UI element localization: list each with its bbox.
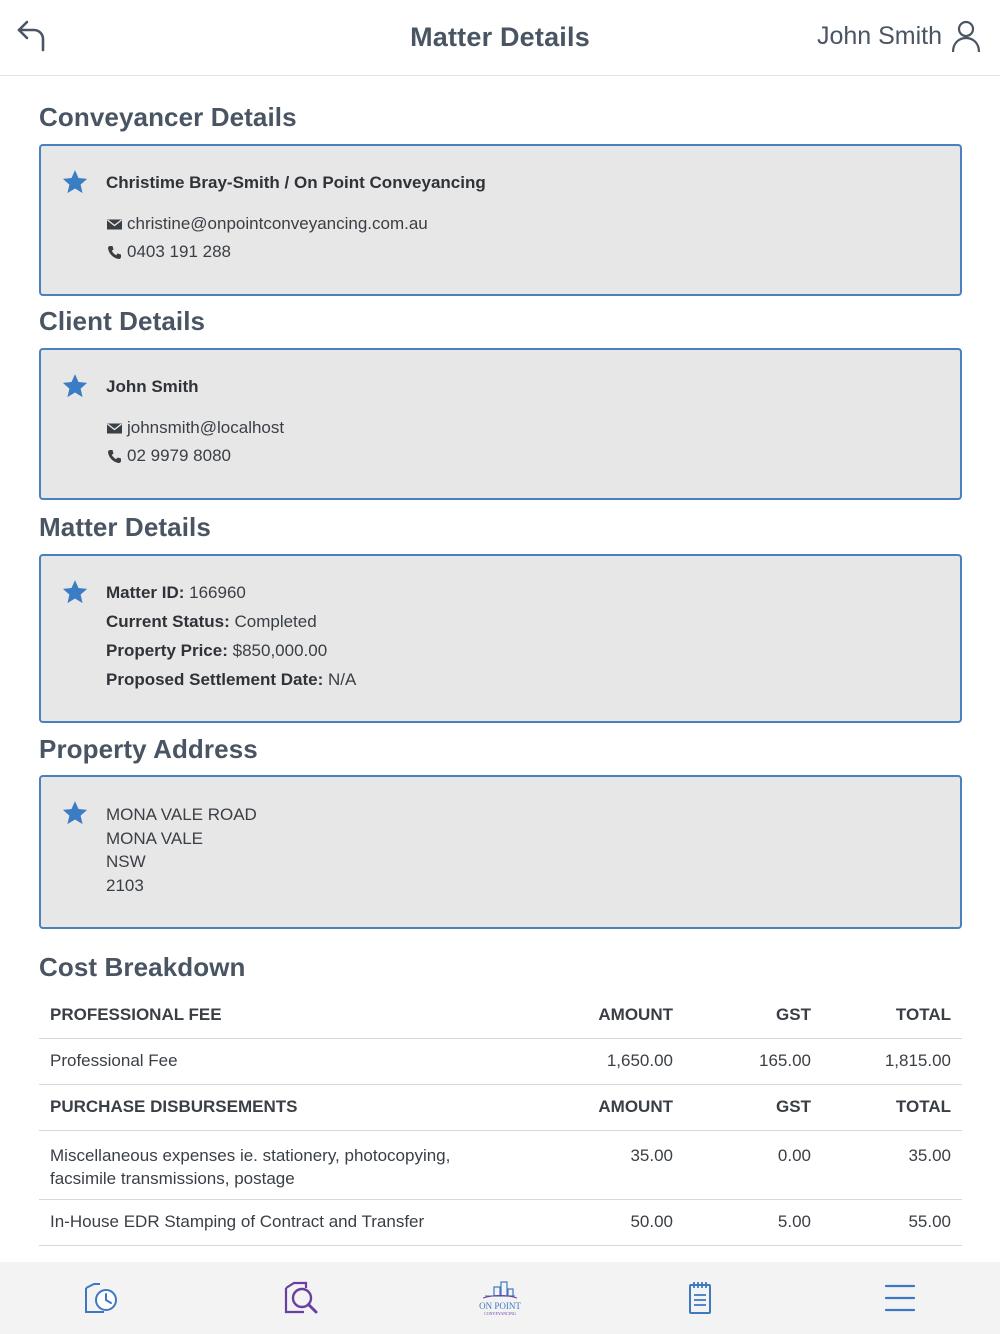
nav-home-logo[interactable]: ON POINT CONVEYANCING [470, 1273, 530, 1323]
table-header-row: PURCHASE DISBURSEMENTS AMOUNT GST TOTAL [39, 1084, 962, 1131]
star-icon[interactable] [61, 799, 89, 827]
matter-id-label: Matter ID: [106, 583, 185, 602]
cost-amount: 50.00 [519, 1199, 684, 1246]
notepad-icon [689, 1282, 711, 1314]
table-row: Miscellaneous expenses ie. stationery, p… [39, 1130, 962, 1200]
logo-subtext: CONVEYANCING [484, 1311, 516, 1316]
conveyancer-card: Christime Bray-Smith / On Point Conveyan… [39, 144, 962, 296]
conveyancer-phone-row[interactable]: 0403 191 288 [106, 238, 940, 266]
conveyancer-email-row[interactable]: christine@onpointconveyancing.com.au [106, 210, 940, 238]
matter-info: Matter ID: 166960 Current Status: Comple… [106, 578, 940, 694]
address-suburb: MONA VALE [106, 828, 203, 848]
user-name: John Smith [816, 21, 942, 50]
nav-search-button[interactable] [270, 1273, 330, 1323]
cost-description: Professional Fee [39, 1038, 519, 1085]
column-header-gst: GST [684, 992, 822, 1039]
status-value: Completed [234, 612, 317, 631]
address-postcode: 2103 [106, 875, 144, 895]
conveyancer-name: Christime Bray-Smith / On Point Conveyan… [106, 173, 486, 192]
price-row: Property Price: $850,000.00 [106, 636, 940, 665]
cost-description: In-House EDR Stamping of Contract and Tr… [39, 1199, 519, 1246]
phone-icon [108, 245, 121, 259]
user-menu-button[interactable]: John Smith [817, 18, 982, 54]
settlement-value: N/A [328, 670, 357, 689]
matter-section-title: Matter Details [39, 512, 211, 542]
envelope-icon [107, 422, 122, 433]
cost-amount: 35.00 [519, 1130, 684, 1200]
client-section-title: Client Details [39, 306, 206, 336]
table-header-row: PROFESSIONAL FEE AMOUNT GST TOTAL [39, 992, 962, 1039]
bottom-nav: ON POINT CONVEYANCING [0, 1262, 1000, 1334]
history-doc-icon [85, 1283, 117, 1313]
conveyancer-email: christine@onpointconveyancing.com.au [127, 214, 428, 233]
cost-total: 1,815.00 [822, 1038, 962, 1085]
client-phone: 02 9979 8080 [127, 446, 231, 465]
client-email: johnsmith@localhost [127, 418, 285, 437]
status-label: Current Status: [106, 612, 230, 631]
cost-gst: 165.00 [684, 1038, 822, 1085]
star-icon[interactable] [61, 372, 89, 400]
conveyancer-info: Christime Bray-Smith / On Point Conveyan… [106, 170, 940, 266]
client-phone-row[interactable]: 02 9979 8080 [106, 442, 940, 470]
cost-amount: 1,650.00 [519, 1038, 684, 1085]
price-value: $850,000.00 [232, 641, 328, 660]
cost-description-line: facsimile transmissions, postage [50, 1168, 295, 1188]
cost-gst: 5.00 [684, 1199, 822, 1246]
address-street: MONA VALE ROAD [106, 805, 257, 824]
matter-card: Matter ID: 166960 Current Status: Comple… [39, 554, 962, 723]
conveyancer-phone: 0403 191 288 [127, 242, 231, 261]
user-icon [951, 20, 981, 53]
column-header-total: TOTAL [822, 1084, 962, 1131]
star-icon[interactable] [61, 168, 89, 196]
costs-section-title: Cost Breakdown [39, 952, 246, 982]
address-state: NSW [106, 852, 146, 871]
back-arrow-icon [17, 20, 45, 52]
logo-text: ON POINT [479, 1301, 521, 1311]
logo-icon [482, 1281, 518, 1299]
column-header-amount: AMOUNT [519, 1084, 684, 1131]
nav-menu-button[interactable] [870, 1273, 930, 1323]
cost-description-line: Miscellaneous expenses ie. stationery, p… [50, 1145, 451, 1165]
table-row: In-House EDR Stamping of Contract and Tr… [39, 1199, 962, 1246]
envelope-icon [107, 218, 122, 229]
property-card: MONA VALE ROAD MONA VALE NSW 2103 [39, 775, 962, 929]
phone-icon [108, 449, 121, 463]
price-label: Property Price: [106, 641, 228, 660]
table-row: Professional Fee 1,650.00 165.00 1,815.0… [39, 1038, 962, 1085]
group-heading: PURCHASE DISBURSEMENTS [39, 1084, 519, 1131]
settlement-row: Proposed Settlement Date: N/A [106, 665, 940, 694]
cost-total: 35.00 [822, 1130, 962, 1200]
menu-icon [884, 1284, 916, 1312]
back-button[interactable] [16, 18, 50, 54]
nav-history-button[interactable] [70, 1273, 130, 1323]
search-doc-icon [284, 1281, 318, 1314]
property-address: MONA VALE ROAD MONA VALE NSW 2103 [106, 803, 940, 897]
column-header-amount: AMOUNT [519, 992, 684, 1039]
property-section-title: Property Address [39, 734, 258, 764]
top-bar: Matter Details John Smith [0, 0, 1000, 76]
page-title: Matter Details [410, 22, 590, 52]
matter-id-row: Matter ID: 166960 [106, 578, 940, 607]
client-card: John Smith johnsmith@localhost 02 9979 8… [39, 348, 962, 500]
nav-notes-button[interactable] [670, 1273, 730, 1323]
settlement-label: Proposed Settlement Date: [106, 670, 324, 689]
client-info: John Smith johnsmith@localhost 02 9979 8… [106, 374, 940, 470]
client-name: John Smith [106, 377, 199, 396]
star-icon[interactable] [61, 578, 89, 606]
conveyancer-section-title: Conveyancer Details [39, 102, 297, 132]
client-email-row[interactable]: johnsmith@localhost [106, 414, 940, 442]
matter-id-value: 166960 [189, 583, 246, 602]
cost-total: 55.00 [822, 1199, 962, 1246]
cost-description: Miscellaneous expenses ie. stationery, p… [39, 1130, 519, 1200]
status-row: Current Status: Completed [106, 607, 940, 636]
cost-table: PROFESSIONAL FEE AMOUNT GST TOTAL Profes… [39, 992, 962, 1246]
column-header-gst: GST [684, 1084, 822, 1131]
group-heading: PROFESSIONAL FEE [39, 992, 519, 1039]
column-header-total: TOTAL [822, 992, 962, 1039]
cost-gst: 0.00 [684, 1130, 822, 1200]
